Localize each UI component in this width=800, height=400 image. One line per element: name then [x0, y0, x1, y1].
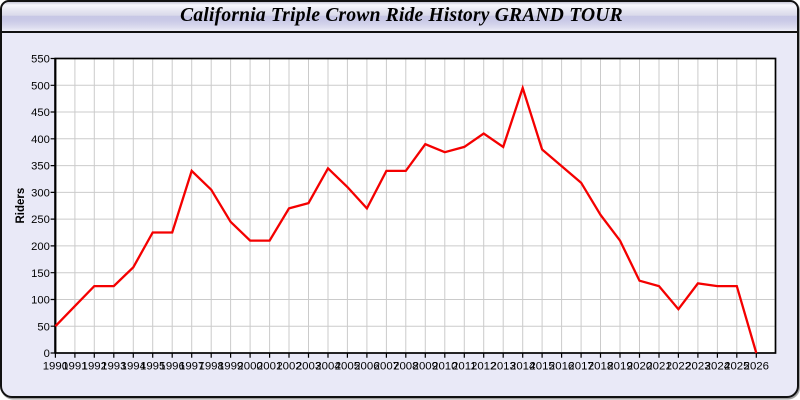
- svg-text:1994: 1994: [121, 361, 146, 373]
- svg-text:2006: 2006: [354, 361, 379, 373]
- svg-text:1999: 1999: [218, 361, 243, 373]
- svg-text:250: 250: [31, 214, 50, 226]
- svg-text:2002: 2002: [276, 361, 301, 373]
- svg-text:500: 500: [31, 80, 50, 92]
- svg-text:1995: 1995: [140, 361, 165, 373]
- svg-text:2015: 2015: [529, 361, 554, 373]
- svg-text:1997: 1997: [179, 361, 204, 373]
- svg-text:2003: 2003: [296, 361, 321, 373]
- svg-text:550: 550: [31, 54, 50, 66]
- svg-text:350: 350: [31, 161, 50, 173]
- svg-text:1990: 1990: [43, 361, 68, 373]
- svg-text:2005: 2005: [335, 361, 360, 373]
- svg-text:2001: 2001: [257, 361, 282, 373]
- svg-text:2012: 2012: [471, 361, 496, 373]
- svg-text:1996: 1996: [160, 361, 185, 373]
- svg-text:300: 300: [31, 188, 50, 200]
- svg-text:Riders: Riders: [15, 188, 27, 224]
- svg-text:2017: 2017: [568, 361, 593, 373]
- svg-text:2022: 2022: [666, 361, 691, 373]
- svg-text:1993: 1993: [101, 361, 126, 373]
- svg-text:0: 0: [44, 348, 50, 360]
- svg-text:2018: 2018: [588, 361, 613, 373]
- svg-text:450: 450: [31, 107, 50, 119]
- svg-text:1998: 1998: [199, 361, 224, 373]
- svg-text:2023: 2023: [685, 361, 710, 373]
- svg-text:2026: 2026: [744, 361, 769, 373]
- svg-text:50: 50: [37, 321, 49, 333]
- svg-text:2014: 2014: [510, 361, 535, 373]
- svg-text:2008: 2008: [393, 361, 418, 373]
- svg-text:2007: 2007: [374, 361, 399, 373]
- svg-text:2020: 2020: [627, 361, 652, 373]
- svg-text:400: 400: [31, 134, 50, 146]
- svg-text:2011: 2011: [452, 361, 477, 373]
- svg-text:2004: 2004: [315, 361, 340, 373]
- svg-text:2025: 2025: [724, 361, 749, 373]
- svg-text:2019: 2019: [607, 361, 632, 373]
- svg-text:2021: 2021: [646, 361, 671, 373]
- svg-text:2016: 2016: [549, 361, 574, 373]
- svg-text:2009: 2009: [413, 361, 438, 373]
- svg-text:1991: 1991: [62, 361, 87, 373]
- svg-text:2024: 2024: [705, 361, 730, 373]
- svg-text:150: 150: [31, 268, 50, 280]
- svg-text:2000: 2000: [237, 361, 262, 373]
- svg-text:2013: 2013: [491, 361, 516, 373]
- svg-text:1992: 1992: [82, 361, 107, 373]
- svg-text:2010: 2010: [432, 361, 457, 373]
- svg-text:200: 200: [31, 241, 50, 253]
- svg-text:100: 100: [31, 295, 50, 307]
